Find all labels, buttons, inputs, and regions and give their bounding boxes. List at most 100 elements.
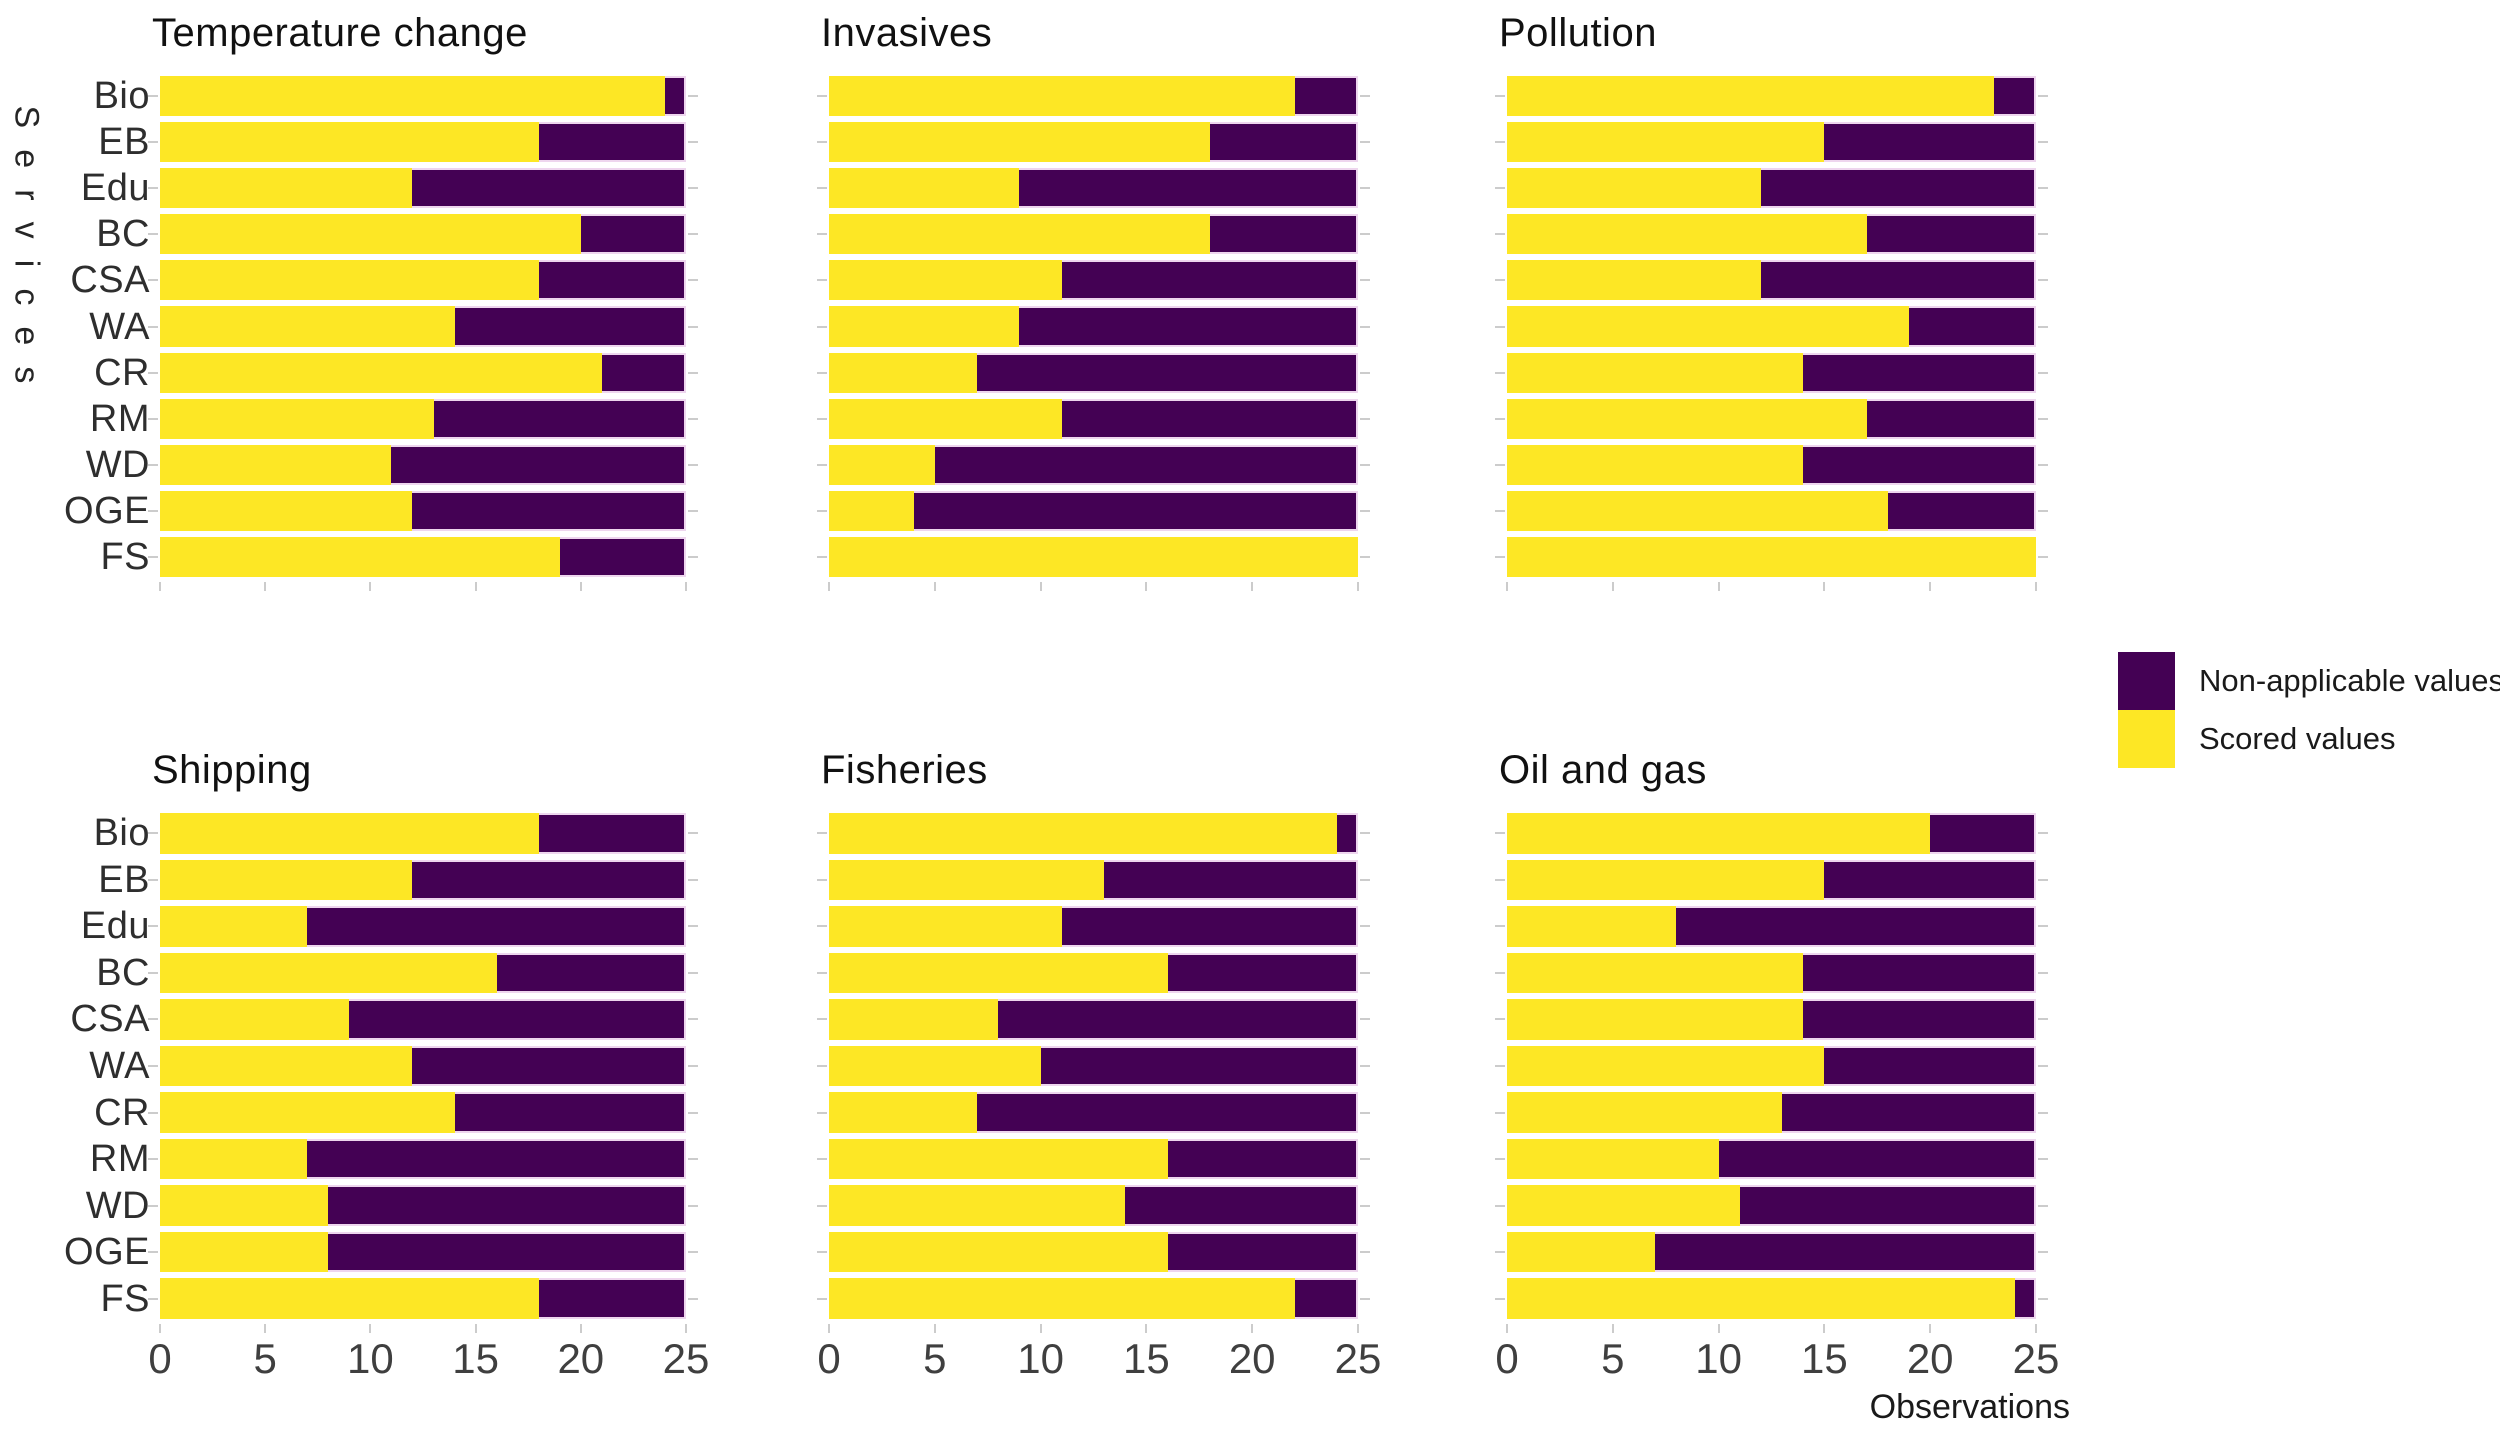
stacked-bar bbox=[1507, 444, 2036, 485]
bar-row-edu bbox=[160, 903, 686, 950]
bar-row-wd bbox=[1507, 442, 2036, 488]
x-axis-label: 15 bbox=[1801, 1335, 1848, 1382]
bar-row-bio bbox=[829, 73, 1358, 119]
non-applicable-segment bbox=[1040, 1045, 1358, 1087]
y-tick-mark bbox=[1360, 325, 1370, 328]
non-applicable-segment bbox=[1887, 490, 2036, 531]
y-tick-mark bbox=[148, 325, 158, 328]
stacked-bar bbox=[1507, 813, 2036, 854]
bar-row-bc bbox=[160, 211, 686, 257]
y-tick-mark bbox=[1360, 1065, 1370, 1067]
x-axis-labels: 0 5 10 15 20 25 bbox=[817, 1332, 1381, 1386]
non-applicable-segment bbox=[412, 490, 686, 531]
y-tick-mark bbox=[148, 279, 158, 282]
x-tick-mark bbox=[1251, 582, 1254, 591]
bar-row-edu bbox=[1507, 903, 2036, 950]
y-tick-mark bbox=[1495, 509, 1505, 512]
y-tick-mark bbox=[148, 1204, 158, 1207]
stacked-bar bbox=[160, 1138, 686, 1180]
bar-row-bio bbox=[829, 810, 1358, 857]
panel-title: Oil and gas bbox=[1499, 748, 1707, 792]
scored-segment bbox=[1507, 952, 1804, 994]
scored-segment bbox=[1507, 444, 1804, 485]
non-applicable-segment bbox=[1718, 1138, 2036, 1180]
panel-fisheries: Fisheries 0 5 10 15 20 25 bbox=[817, 748, 1381, 1380]
scored-segment bbox=[1507, 1185, 1740, 1226]
scored-segment bbox=[1507, 398, 1867, 439]
bar-row-fs bbox=[1507, 1275, 2036, 1322]
y-tick-mark bbox=[688, 141, 698, 144]
x-tick-mark bbox=[1717, 582, 1720, 591]
non-applicable-segment bbox=[1824, 1045, 2036, 1087]
scored-segment bbox=[829, 398, 1062, 439]
stacked-bar bbox=[1507, 1278, 2036, 1320]
bar-row-eb bbox=[160, 857, 686, 904]
scored-segment bbox=[1507, 1092, 1783, 1133]
non-applicable-segment bbox=[1866, 398, 2036, 439]
stacked-bar bbox=[1507, 1185, 2036, 1226]
scored-segment bbox=[160, 1278, 539, 1320]
stacked-bar bbox=[829, 1185, 1358, 1226]
bar-row-fs bbox=[1507, 534, 2036, 580]
bar-row-wa bbox=[829, 303, 1358, 349]
stacked-bar bbox=[1507, 952, 2036, 994]
y-tick-mark bbox=[1360, 1111, 1370, 1114]
y-axis-label: WD bbox=[85, 1184, 150, 1227]
stacked-bar bbox=[160, 906, 686, 947]
non-applicable-segment bbox=[1676, 906, 2036, 947]
y-axis-label: CR bbox=[94, 1091, 150, 1134]
non-applicable-segment bbox=[433, 398, 686, 439]
y-tick-mark bbox=[2038, 555, 2048, 558]
non-applicable-segment bbox=[1125, 1185, 1358, 1226]
y-axis-label: WA bbox=[89, 305, 150, 348]
non-applicable-segment bbox=[977, 1092, 1358, 1133]
y-tick-mark bbox=[1360, 1251, 1370, 1254]
bar-row-fs bbox=[829, 534, 1358, 580]
bar-row-eb bbox=[829, 857, 1358, 904]
stacked-bar bbox=[829, 490, 1358, 531]
bar-row-cr bbox=[829, 1089, 1358, 1136]
y-tick-mark bbox=[688, 463, 698, 466]
bar-row-eb bbox=[160, 119, 686, 165]
non-applicable-segment bbox=[1061, 260, 1358, 301]
stacked-bar bbox=[829, 76, 1358, 117]
x-tick-mark bbox=[474, 1324, 477, 1333]
x-axis-label: 5 bbox=[923, 1335, 947, 1382]
scored-segment bbox=[829, 859, 1105, 901]
y-axis-label: WD bbox=[85, 443, 150, 486]
non-applicable-segment bbox=[2014, 1278, 2036, 1320]
scored-segment bbox=[1507, 813, 1931, 854]
y-tick-mark bbox=[2038, 187, 2048, 190]
y-tick-mark bbox=[1495, 279, 1505, 282]
non-applicable-segment bbox=[454, 306, 686, 347]
bar-row-edu bbox=[1507, 165, 2036, 211]
y-tick-mark bbox=[688, 1065, 698, 1067]
non-applicable-segment bbox=[559, 536, 686, 578]
y-tick-mark bbox=[688, 417, 698, 420]
stacked-bar bbox=[829, 1138, 1358, 1180]
x-tick-mark bbox=[685, 1324, 687, 1333]
non-applicable-segment bbox=[1739, 1185, 2036, 1226]
y-tick-mark bbox=[1495, 925, 1505, 928]
stacked-bar bbox=[160, 1231, 686, 1273]
y-tick-mark bbox=[148, 95, 158, 98]
bar-row-eb bbox=[829, 119, 1358, 165]
scored-segment bbox=[160, 1231, 329, 1273]
y-tick-mark bbox=[2038, 325, 2048, 328]
y-tick-mark bbox=[817, 233, 827, 236]
scored-segment bbox=[829, 444, 935, 485]
stacked-bar bbox=[829, 352, 1358, 393]
y-tick-mark bbox=[1360, 925, 1370, 928]
y-tick-mark bbox=[148, 1251, 158, 1254]
stacked-bar bbox=[829, 1092, 1358, 1133]
x-axis-label: 15 bbox=[452, 1335, 499, 1382]
bar-row-rm bbox=[829, 1136, 1358, 1183]
stacked-bar bbox=[1507, 536, 2036, 578]
bar-row-cr bbox=[160, 350, 686, 396]
y-tick-mark bbox=[817, 95, 827, 98]
scored-segment bbox=[829, 906, 1062, 947]
non-applicable-segment bbox=[1803, 444, 2036, 485]
bar-row-oge bbox=[829, 488, 1358, 534]
x-tick-mark bbox=[828, 1324, 830, 1333]
y-tick-mark bbox=[2038, 279, 2048, 282]
